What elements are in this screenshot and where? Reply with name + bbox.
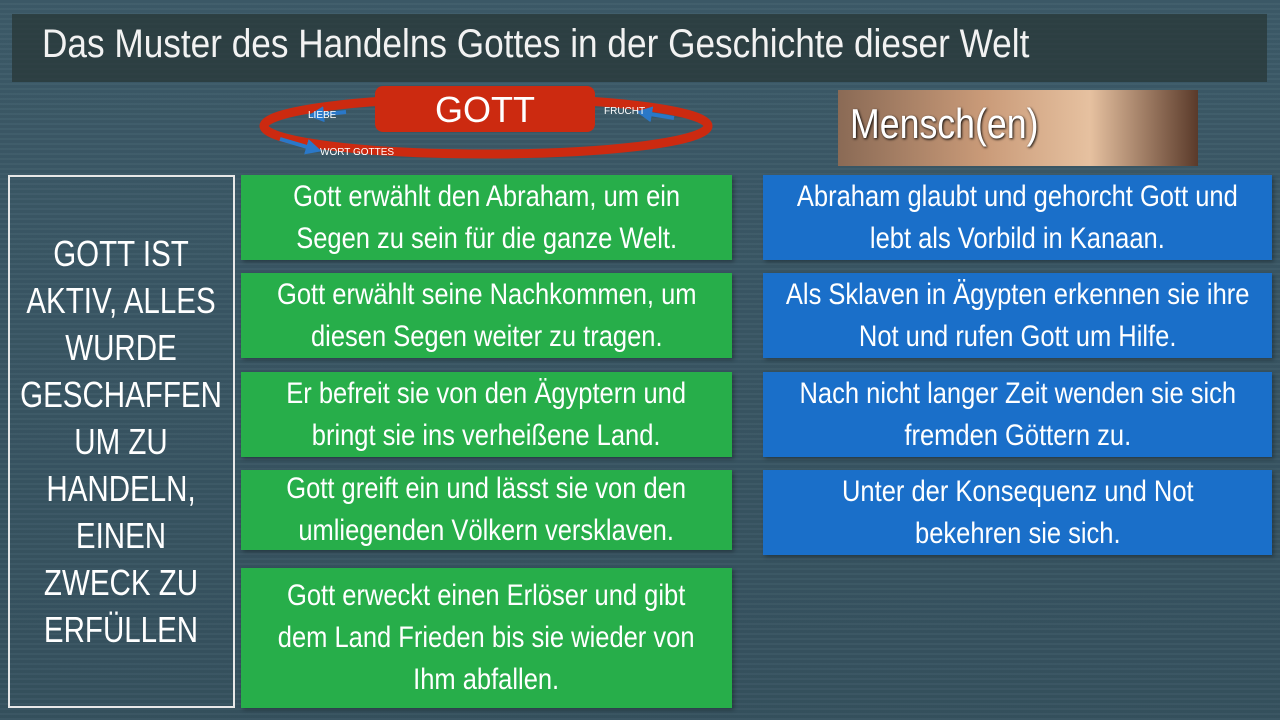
gott-action-box: Gott erwählt den Abraham, um ein Segen zu… [241,175,732,260]
box-text-line: umliegenden Völkern versklaven. [298,514,675,547]
box-text-line: Ihm abfallen. [413,663,560,696]
mensch-label: Mensch(en) [850,100,1039,147]
box-text-line: lebt als Vorbild in Kanaan. [870,221,1165,255]
mensch-response-box: Als Sklaven in Ägypten erkennen sie ihre… [763,273,1272,358]
mensch-photo: Mensch(en) [838,90,1198,166]
arrow-left-icon [308,106,347,123]
box-text-line: bekehren sie sich. [914,516,1121,550]
box-text-line: Gott erweckt einen Erlöser und gibt [287,579,686,612]
mensch-response-box: Abraham glaubt und gehorcht Gott und lebt… [763,175,1272,260]
gott-label: GOTT [375,86,595,132]
title-bar: Das Muster des Handelns Gottes in der Ge… [12,14,1267,82]
arrow-bottom-icon [279,137,322,155]
box-text-line: dem Land Frieden bis sie wieder von [278,621,695,654]
cycle-label-wort-gottes: WORT GOTTES [320,147,395,158]
left-statement: GOTT IST AKTIV, ALLES WURDE GESCHAFFEN U… [20,233,223,650]
box-text-line: fremden Göttern zu. [904,418,1131,452]
box-text-line: Nach nicht langer Zeit wenden sie sich [799,376,1236,410]
box-text-line: Segen zu sein für die ganze Welt. [296,221,677,255]
box-text-line: bringt sie ins verheißene Land. [312,418,661,452]
box-text-line: Abraham glaubt und gehorcht Gott und [797,179,1238,213]
box-text-line: diesen Segen weiter zu tragen. [310,319,663,353]
box-text-line: Gott erwählt seine Nachkommen, um [276,277,697,311]
box-text-line: Gott erwählt den Abraham, um ein [293,179,680,213]
mensch-response-box: Nach nicht langer Zeit wenden sie sich fr… [763,372,1272,457]
slide-title: Das Muster des Handelns Gottes in der Ge… [42,22,1030,66]
gott-action-box: Gott greift ein und lässt sie von den uml… [241,470,732,550]
box-text-line: Er befreit sie von den Ägyptern und [286,376,687,410]
gott-action-box: Er befreit sie von den Ägyptern und bring… [241,372,732,457]
arrow-right-icon [636,106,675,123]
cycle-label-liebe: LIEBE [308,110,337,121]
mensch-response-box: Unter der Konsequenz und Not bekehren sie… [763,470,1272,555]
gott-action-box: Gott erwählt seine Nachkommen, um diesen … [241,273,732,358]
box-text-line: Not und rufen Gott um Hilfe. [858,319,1177,353]
cycle-label-frucht: FRUCHT [604,106,646,117]
box-text-line: Als Sklaven in Ägypten erkennen sie ihre [785,277,1250,311]
left-statement-box: GOTT IST AKTIV, ALLES WURDE GESCHAFFEN U… [8,175,235,708]
box-text-line: Gott greift ein und lässt sie von den [286,472,687,505]
box-text-line: Unter der Konsequenz und Not [841,474,1194,508]
gott-action-box: Gott erweckt einen Erlöser und gibt dem L… [241,568,732,708]
